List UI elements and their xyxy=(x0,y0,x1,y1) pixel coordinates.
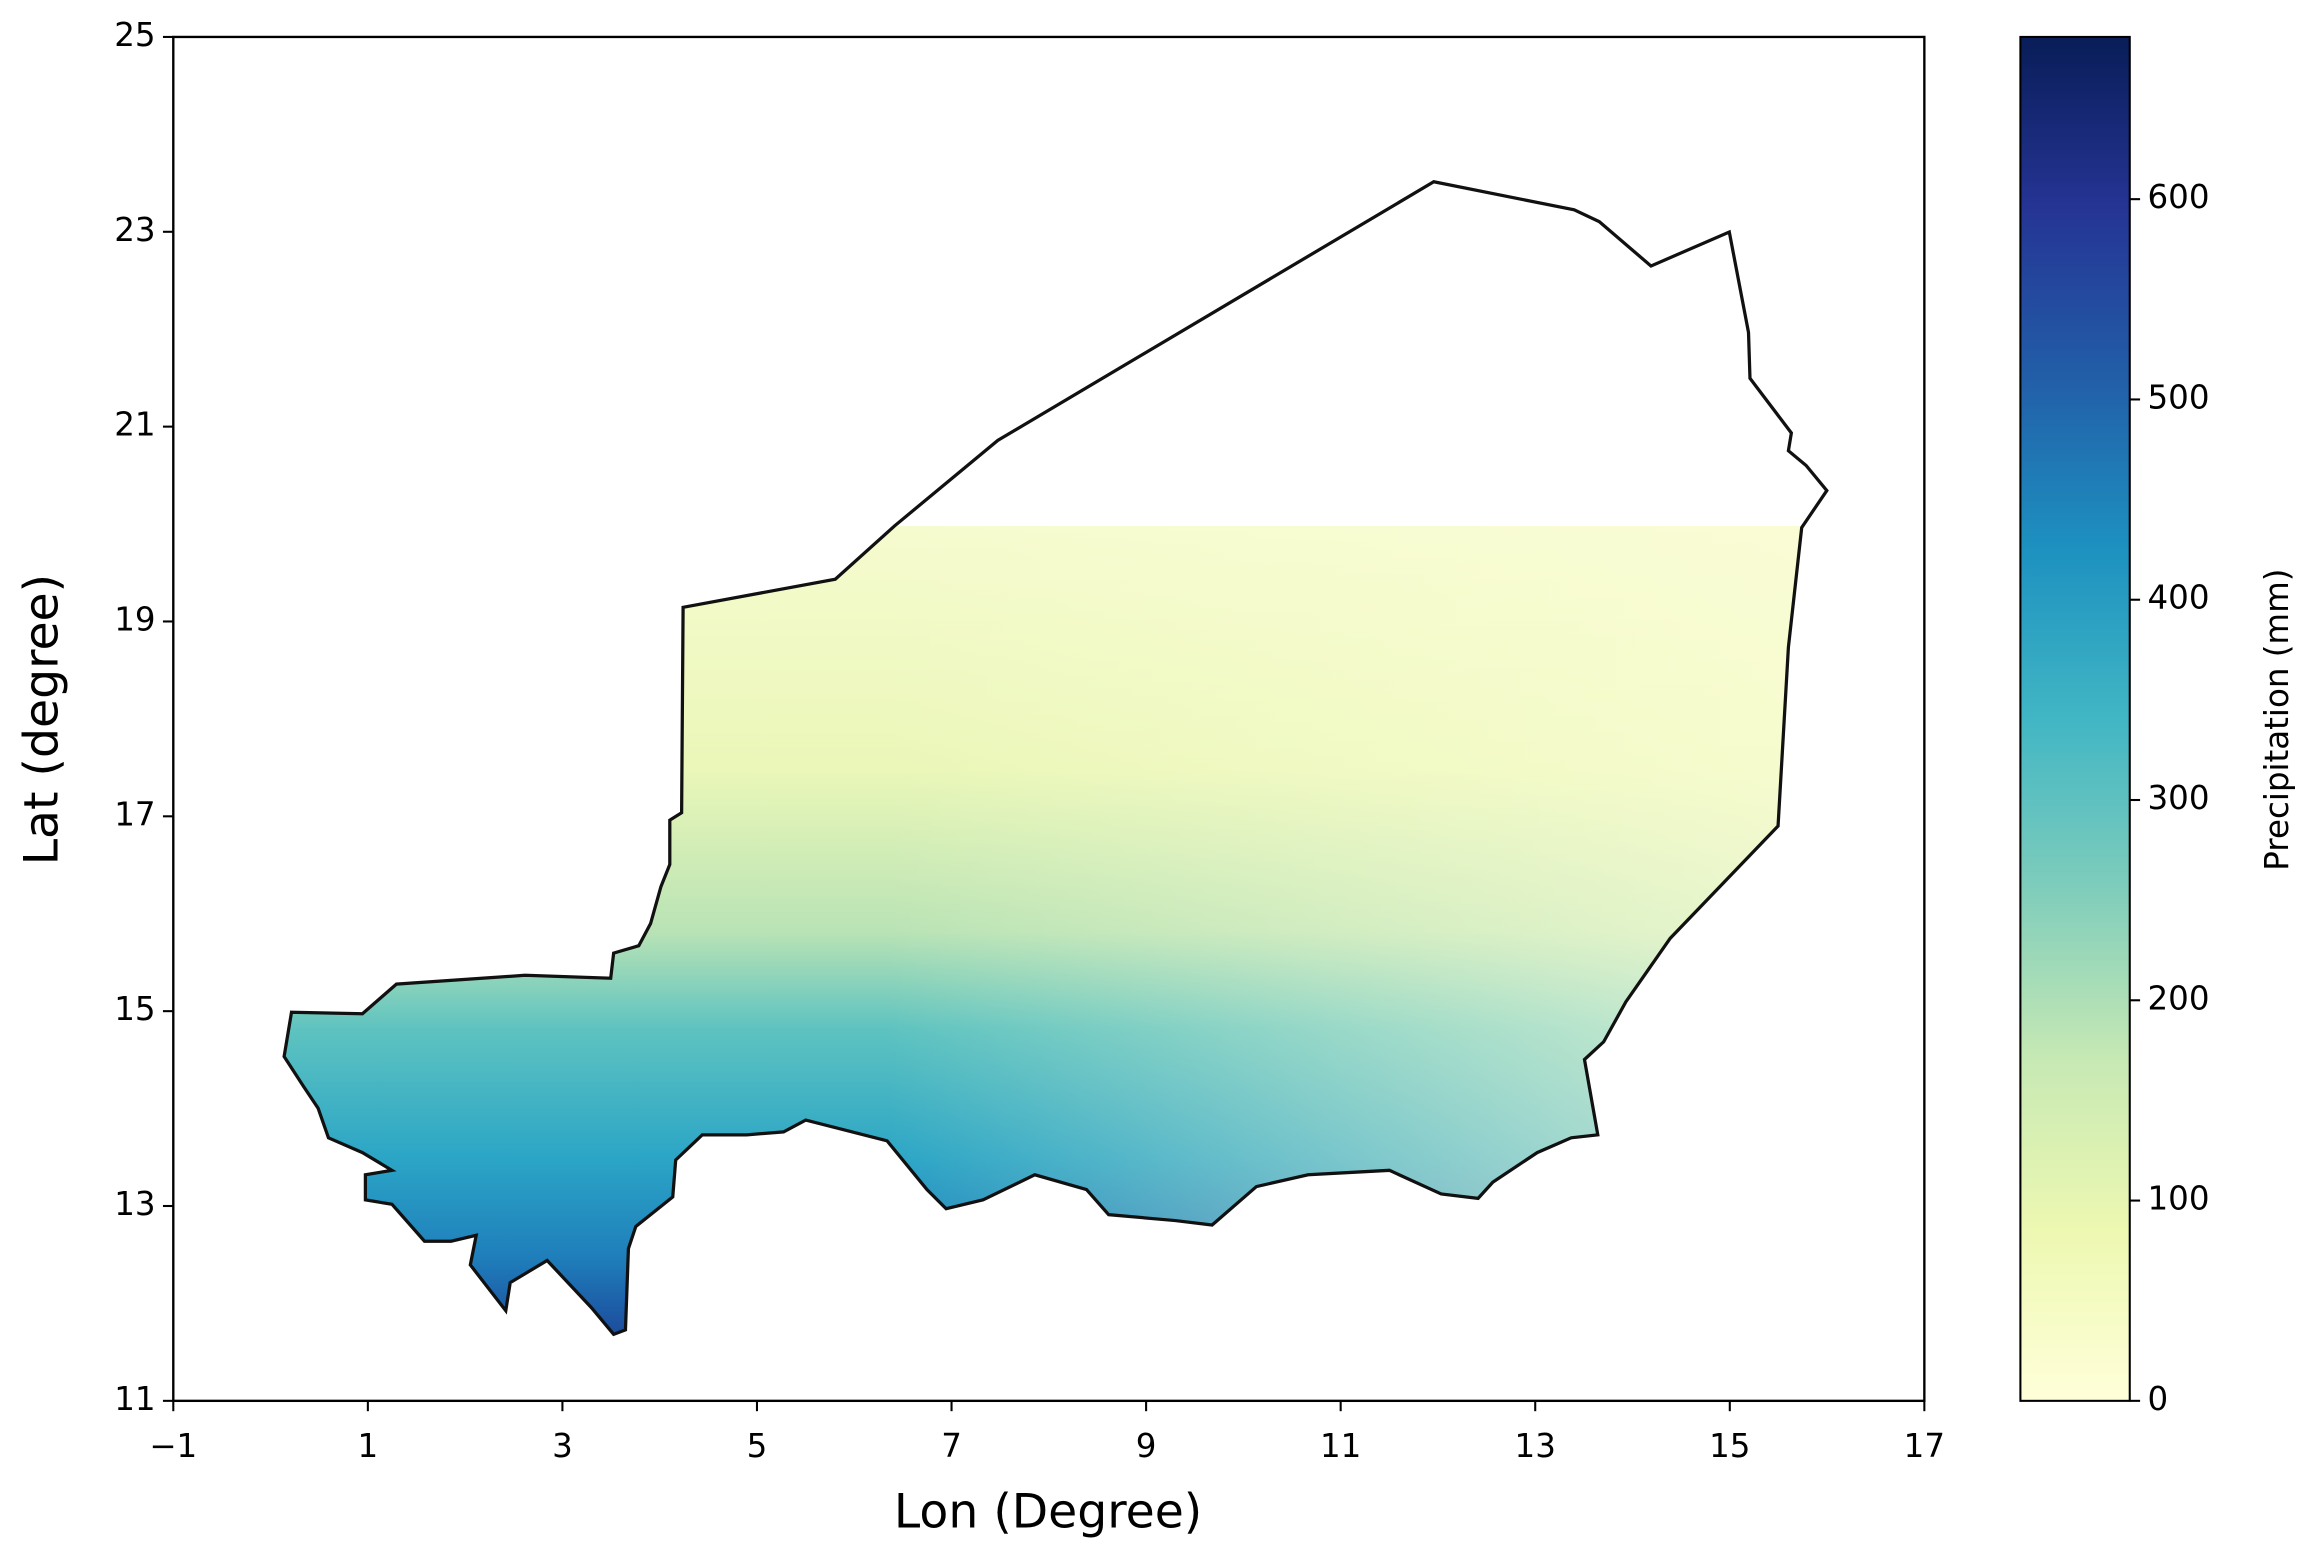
x-tick-label: 11 xyxy=(1320,1427,1361,1465)
x-tick-label: 13 xyxy=(1515,1427,1556,1465)
y-tick-label: 23 xyxy=(114,211,155,249)
x-tick-label: 9 xyxy=(1136,1427,1157,1465)
x-tick-label: 1 xyxy=(358,1427,379,1465)
colorbar-label: Precipitation (mm) xyxy=(2258,569,2296,871)
y-tick-label: 17 xyxy=(114,795,155,833)
country-outline xyxy=(282,180,1829,1337)
y-tick-label: 25 xyxy=(114,16,155,54)
x-tick-label: 3 xyxy=(552,1427,573,1465)
colorbar-tick-label: 0 xyxy=(2147,1380,2168,1418)
precip-field xyxy=(284,526,1827,1335)
x-tick-label: −1 xyxy=(149,1427,197,1465)
colorbar-gradient xyxy=(2019,35,2131,1402)
colorbar: 0 100 200 300 400 500 600 xyxy=(2019,35,2210,1418)
y-tick-label: 11 xyxy=(114,1380,155,1418)
colorbar-tick-label: 400 xyxy=(2147,579,2209,617)
x-tick-label: 15 xyxy=(1709,1427,1750,1465)
x-axis-label: Lon (Degree) xyxy=(894,1485,1202,1540)
y-tick-label: 13 xyxy=(114,1185,155,1223)
x-tick-label: 7 xyxy=(941,1427,962,1465)
x-tick-label: 17 xyxy=(1904,1427,1945,1465)
colorbar-tick-label: 500 xyxy=(2147,378,2209,416)
plot-frame xyxy=(172,35,1926,1403)
field-shade xyxy=(284,526,1827,1335)
colorbar-tick-label: 100 xyxy=(2147,1180,2209,1218)
y-tick-label: 15 xyxy=(114,990,155,1028)
y-axis-label: Lat (degree) xyxy=(15,574,70,865)
y-tick-label: 19 xyxy=(114,600,155,638)
x-tick-label: 5 xyxy=(747,1427,768,1465)
colorbar-tick-label: 300 xyxy=(2147,779,2209,817)
colorbar-tick-label: 600 xyxy=(2147,178,2209,216)
colorbar-tick-label: 200 xyxy=(2147,979,2209,1017)
y-tick-label: 21 xyxy=(114,406,155,444)
